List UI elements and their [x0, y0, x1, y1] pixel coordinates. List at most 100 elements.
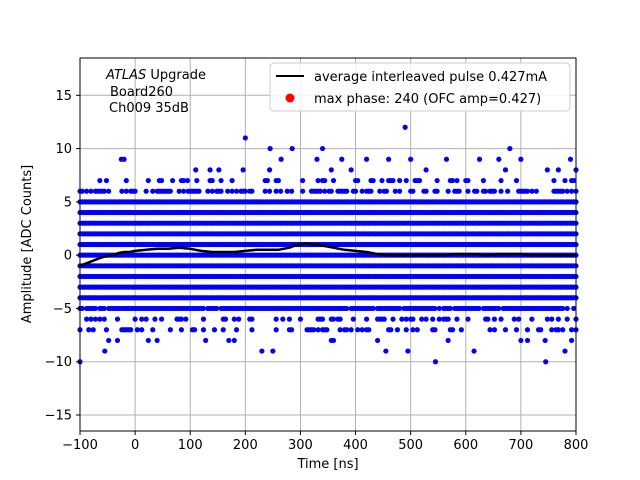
sample-point — [419, 316, 425, 322]
sample-point — [92, 316, 99, 322]
sample-point — [103, 177, 110, 184]
sample-point — [143, 188, 149, 194]
sample-point — [394, 327, 401, 333]
sample-point-outlier — [339, 156, 345, 162]
sample-point — [533, 188, 539, 194]
sample-point — [564, 305, 570, 312]
sample-point — [454, 177, 460, 184]
sample-point — [363, 316, 370, 322]
annotation-channel: Ch009 35dB — [109, 101, 189, 116]
sample-point — [416, 177, 423, 184]
sample-point — [505, 188, 511, 194]
sample-point — [454, 316, 460, 322]
sample-point — [139, 316, 145, 322]
sample-point-outlier — [386, 156, 392, 162]
sample-point — [128, 327, 134, 333]
annotation-atlas: ATLAS — [105, 68, 146, 83]
sample-point — [337, 327, 343, 333]
sample-point-outlier — [226, 337, 232, 344]
sample-point — [240, 167, 246, 173]
sample-point — [200, 305, 207, 312]
sample-point-outlier — [319, 145, 326, 152]
sample-point — [322, 177, 328, 184]
sample-point — [181, 177, 187, 184]
y-tick-label: 10 — [55, 142, 72, 157]
sample-point — [200, 327, 207, 333]
sample-point — [183, 316, 189, 322]
sample-point — [330, 316, 337, 322]
upgrade-annotation: ATLAS Upgrade Board260 Ch009 35dB — [105, 68, 206, 116]
sample-point — [114, 316, 121, 322]
sample-point — [145, 177, 151, 184]
sample-point — [403, 316, 409, 322]
sample-point — [196, 188, 202, 194]
sample-point — [458, 327, 464, 333]
sample-point — [181, 188, 187, 194]
sample-point — [167, 327, 173, 333]
sample-point — [542, 337, 548, 344]
x-tick-label: 100 — [178, 438, 203, 453]
sample-point — [266, 167, 273, 173]
sample-point-outlier — [562, 348, 568, 354]
annotation-board: Board260 — [110, 85, 173, 100]
sample-point — [214, 305, 220, 312]
sample-point-outlier — [443, 156, 450, 162]
sample-point — [315, 177, 321, 184]
sample-point — [491, 316, 498, 322]
sample-point — [549, 327, 555, 333]
y-axis-label: Amplitude [ADC Counts] — [20, 165, 35, 323]
annotation-line-1: ATLAS Upgrade — [105, 68, 206, 83]
sample-point — [132, 316, 138, 322]
sample-point — [555, 167, 561, 173]
sample-point-outlier — [184, 177, 191, 184]
sample-point — [218, 188, 224, 194]
sample-point — [381, 316, 387, 322]
sample-point — [106, 188, 112, 194]
sample-point — [289, 327, 295, 333]
sample-point — [524, 327, 531, 333]
sample-point — [280, 316, 286, 322]
sample-point — [218, 177, 224, 184]
x-tick-label: 200 — [233, 438, 258, 453]
sample-point — [379, 177, 385, 184]
sample-point — [178, 316, 185, 322]
sample-point — [447, 305, 453, 312]
sample-point — [297, 316, 304, 322]
sample-point — [568, 327, 575, 333]
sample-point — [317, 188, 323, 194]
sample-point — [262, 188, 268, 194]
sample-point — [529, 316, 535, 322]
sample-point — [480, 177, 487, 184]
sample-point — [328, 188, 334, 194]
sample-point — [516, 316, 522, 322]
sample-point — [366, 327, 372, 333]
sample-point — [502, 167, 509, 173]
sample-point — [524, 337, 531, 344]
legend-max-phase-label: max phase: 240 (OFC amp=0.427) — [314, 92, 541, 107]
x-tick-label: 500 — [398, 438, 423, 453]
x-tick-label: 700 — [508, 438, 533, 453]
annotation-upgrade: Upgrade — [146, 68, 206, 83]
sample-point — [423, 167, 429, 173]
sample-point — [568, 188, 575, 194]
sample-point — [79, 305, 85, 312]
sample-point — [286, 316, 293, 322]
sample-point — [414, 327, 420, 333]
sample-point — [178, 327, 185, 333]
sample-point-outlier — [209, 177, 215, 184]
sample-point — [231, 316, 237, 322]
sample-point — [562, 177, 568, 184]
sample-point — [169, 177, 176, 184]
sample-point — [150, 327, 156, 333]
sample-point-outlier — [242, 135, 248, 141]
sample-point — [194, 177, 200, 184]
sample-point — [311, 327, 317, 333]
sample-point — [423, 316, 429, 322]
sample-point — [273, 327, 279, 333]
sample-point — [560, 305, 566, 312]
sample-point — [410, 327, 416, 333]
sample-point — [211, 327, 218, 333]
sample-point — [344, 327, 350, 333]
sample-point — [498, 316, 504, 322]
sample-point — [397, 305, 403, 312]
